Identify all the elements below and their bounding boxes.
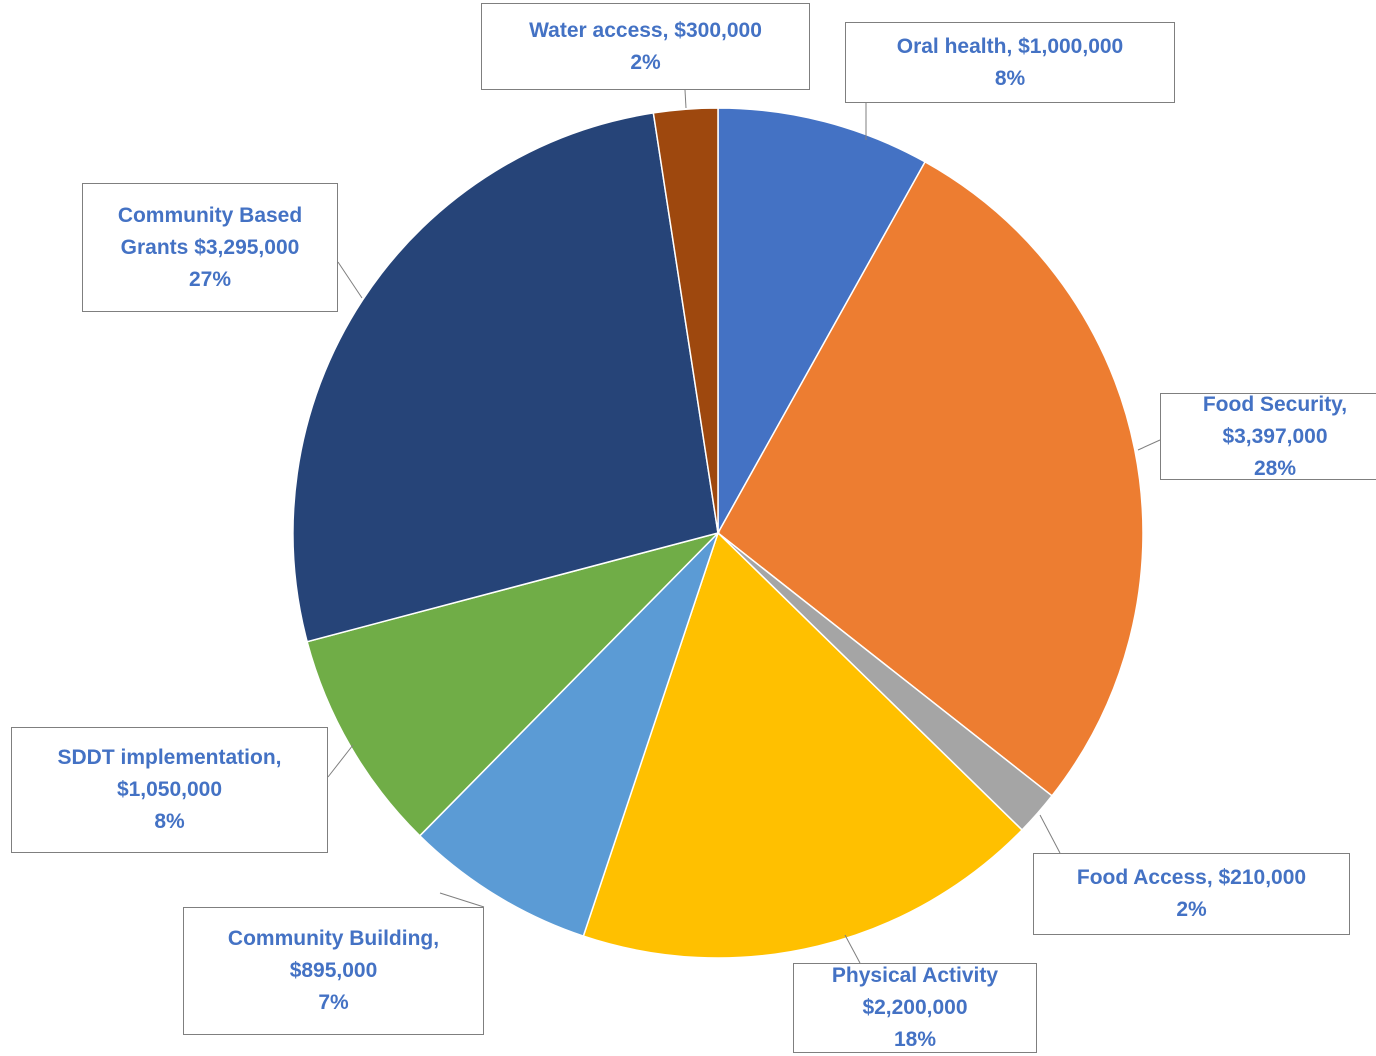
label-text: Food Access, $210,000 2% [1037,862,1347,926]
category-label: Physical Activity [831,964,999,987]
pie-slice [717,107,927,536]
pie-slice [418,532,719,938]
leader-line [337,261,363,299]
label-text: Community Building, $895,000 7% [189,923,479,1019]
pie-slice [306,531,721,837]
category-label: Community Based Grants [117,203,303,259]
data-label: Community Based Grants $3,295,000 27% [82,183,338,312]
category-label: Food Access, [1076,866,1213,889]
label-text: Physical Activity $2,200,000 18% [800,960,1030,1056]
label-text: Food Security, $3,397,000 28% [1170,389,1376,485]
leader-line [1039,814,1061,854]
value-label: $895,000 [289,959,378,982]
data-label: Food Security, $3,397,000 28% [1160,393,1376,480]
leader-line [439,892,485,908]
percent-label: 28% [1253,456,1297,480]
pie-slice [717,160,1144,797]
category-label: Water access, [529,18,669,42]
percent-label: 8% [154,810,185,833]
category-label: Food Security, [1202,392,1348,416]
leader-line [844,934,861,964]
value-label: $2,200,000 [862,996,968,1019]
data-label: Water access, $300,000 2% [481,3,810,90]
pie-slice [582,531,1024,959]
data-label: Physical Activity $2,200,000 18% [793,963,1037,1053]
label-text: Oral health, $1,000,000 8% [850,31,1170,95]
data-label: Oral health, $1,000,000 8% [845,22,1175,103]
percent-label: 2% [1176,898,1207,921]
pie-slice [292,112,719,643]
value-label: $1,050,000 [116,778,223,801]
label-text: Community Based Grants $3,295,000 27% [110,200,310,296]
value-label: $3,397,000 [1222,424,1328,448]
value-label: $3,295,000 [194,235,300,259]
category-label: Community Building, [227,927,440,950]
value-label: $1,000,000 [1018,34,1124,58]
percent-label: 18% [893,1028,937,1051]
category-label: Oral health, [896,34,1013,58]
percent-label: 27% [188,267,232,291]
data-label: Community Building, $895,000 7% [183,907,484,1035]
pie-slice [652,107,719,534]
percent-label: 8% [994,66,1026,90]
leader-line [1137,439,1161,451]
category-label: SDDT implementation, [57,746,282,769]
leader-line [327,744,354,778]
value-label: $210,000 [1218,866,1307,889]
label-text: SDDT implementation, $1,050,000 8% [20,742,320,838]
percent-label: 7% [318,991,349,1014]
data-label: SDDT implementation, $1,050,000 8% [11,727,328,853]
leader-line [684,89,687,109]
label-text: Water access, $300,000 2% [486,15,806,79]
value-label: $300,000 [674,18,762,42]
percent-label: 2% [630,50,661,74]
data-label: Food Access, $210,000 2% [1033,853,1350,935]
